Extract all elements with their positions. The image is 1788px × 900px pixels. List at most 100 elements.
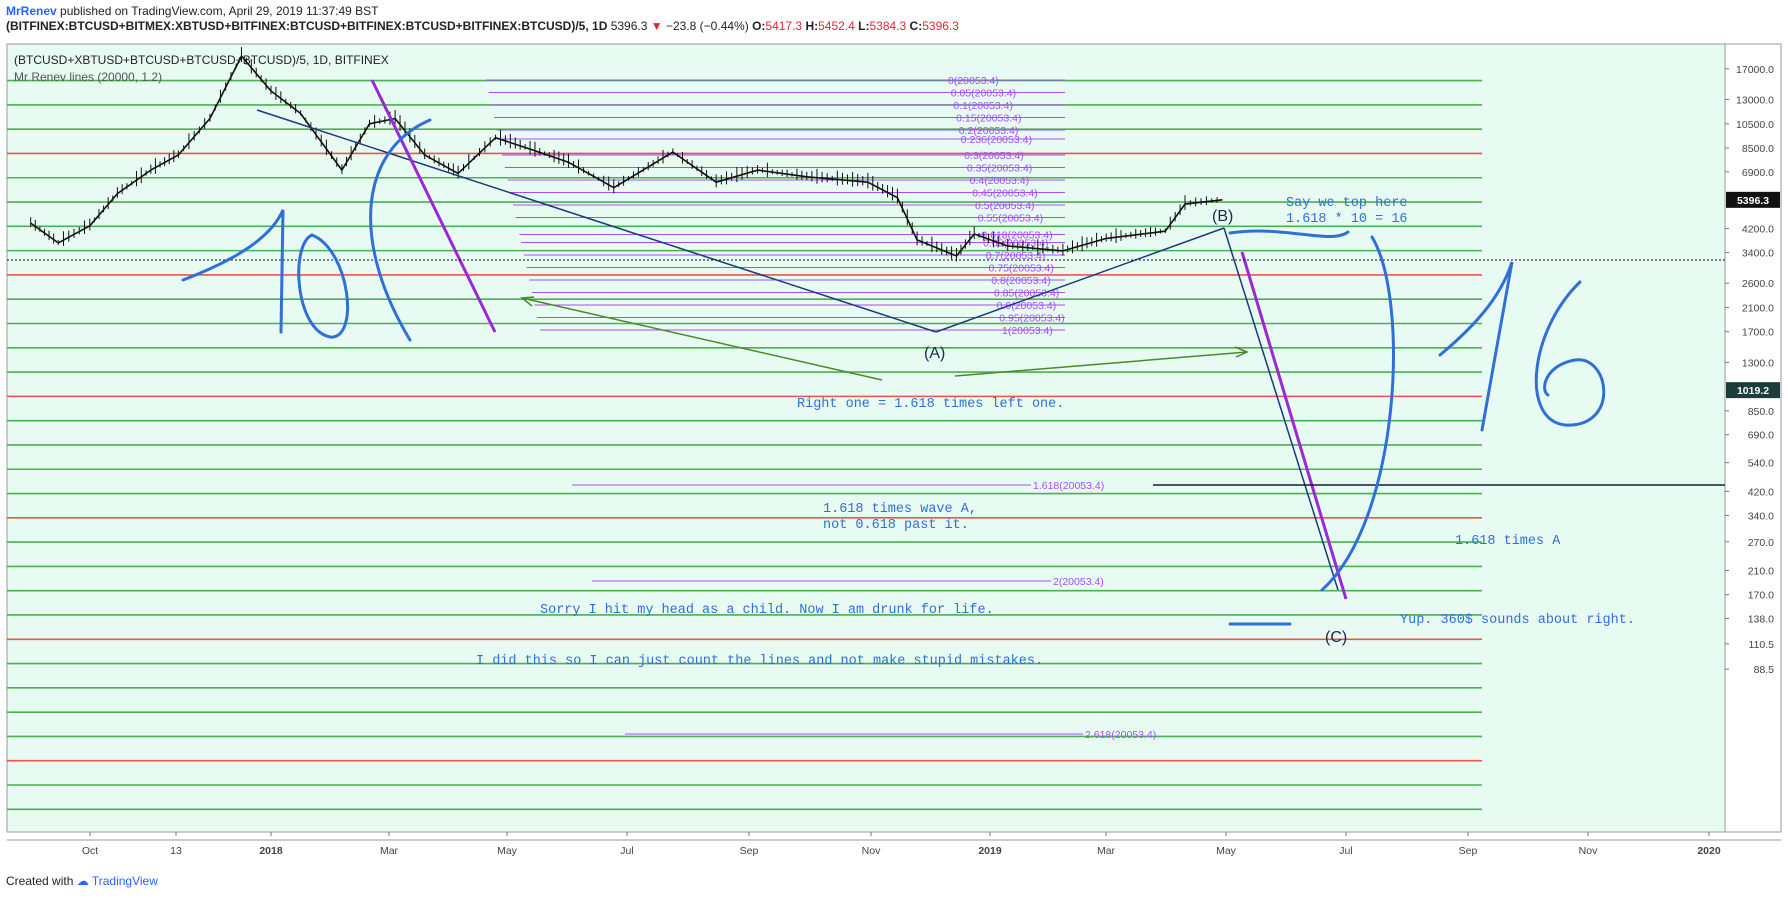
hand-drawn-one-large: [1438, 261, 1514, 432]
wave-label-c: (C): [1325, 629, 1347, 646]
hand-drawn-one: [181, 209, 285, 334]
fib-level-label: 0(20053.4): [948, 75, 999, 87]
price-tick-label: 1300.0: [1742, 357, 1774, 369]
fib-level-label: 0.2(20053.4): [959, 125, 1019, 137]
time-tick-label: Nov: [862, 845, 881, 857]
trendline-wave-a: [256, 109, 937, 333]
fib-level-label: 0.8(20053.4): [991, 275, 1051, 287]
last-price: 5396.3: [610, 19, 648, 33]
arrow-left-head-icon: [520, 296, 535, 307]
chart-title: (BTCUSD+XBTUSD+BTCUSD+BTCUSD+BTCUSD)/5, …: [14, 53, 389, 67]
annotation-not-past: not 0.618 past it.: [823, 518, 969, 533]
low-label: L:: [858, 19, 870, 33]
plot-background: [6, 43, 1726, 833]
price-tick-label: 850.0: [1748, 406, 1774, 418]
arrow-right-line: [954, 351, 1248, 377]
price-tick-label: 690.0: [1748, 430, 1774, 442]
price-axis: 17000.0 13000.0 10500.0 8500.0 6900.0 4200.0 3…: [1725, 64, 1780, 676]
fib-level-label: 0.618(20053.4): [981, 230, 1052, 242]
price-tick-label: 3400.0: [1742, 248, 1774, 260]
price-tick-label: 540.0: [1748, 458, 1774, 470]
fib-level-label: 2(20053.4): [1053, 576, 1104, 588]
fib-level-label: 0.1(20053.4): [953, 100, 1013, 112]
price-tick-label: 170.0: [1748, 590, 1774, 602]
fib-level-label: 0.75(20053.4): [989, 263, 1054, 275]
time-tick-label: Mar: [1097, 845, 1116, 857]
fib-level-label: 0.55(20053.4): [978, 213, 1043, 225]
fib-level-label: 0.5(20053.4): [975, 200, 1035, 212]
price-tick-label: 138.0: [1748, 613, 1774, 625]
publish-header: MrRenev published on TradingView.com, Ap…: [6, 4, 959, 34]
price-tick-label: 4200.0: [1742, 223, 1774, 235]
annotation-ratio: 1.618 * 10 = 16: [1286, 212, 1408, 227]
time-axis: Oct 13 2018 Mar May Jul Sep Nov 2019 Mar May Jul Sep…: [82, 832, 1721, 857]
open-value: 5417.3: [765, 19, 803, 33]
price-tick-label: 13000.0: [1736, 94, 1774, 106]
publish-line: MrRenev published on TradingView.com, Ap…: [6, 4, 959, 19]
high-label: H:: [805, 19, 819, 33]
price-series: [30, 47, 1223, 262]
price-tick-label: 340.0: [1748, 510, 1774, 522]
price-tick-label: 6900.0: [1742, 167, 1774, 179]
price-tick-label: 110.5: [1749, 639, 1775, 651]
arrow-right-head-icon: [1234, 346, 1249, 358]
fib-level-label: 0.85(20053.4): [994, 288, 1059, 300]
fib-level-label: 0.15(20053.4): [956, 113, 1021, 125]
time-tick-label: Mar: [380, 845, 399, 857]
fib-level-label: 0.35(20053.4): [967, 163, 1032, 175]
time-tick-label: May: [497, 845, 518, 857]
hand-drawn-bracket: [1228, 229, 1395, 626]
price-tick-label: 2600.0: [1742, 278, 1774, 290]
fib-level-label: 0.4(20053.4): [970, 175, 1030, 187]
magenta-line-right: [1240, 251, 1348, 600]
tradingview-link[interactable]: TradingView: [91, 874, 158, 888]
fib-level-label: 0.7(20053.4): [986, 250, 1046, 262]
time-tick-label: May: [1216, 845, 1237, 857]
price-tick-label: 1700.0: [1742, 327, 1774, 339]
hand-drawn-zero: [297, 233, 350, 339]
price-marker: [1726, 191, 1780, 208]
close-label: C:: [909, 19, 923, 33]
price-marker-label: 5396.3: [1737, 195, 1769, 207]
publish-info: published on TradingView.com, April 29, …: [60, 4, 379, 18]
time-tick-label: Sep: [740, 845, 759, 857]
price-marker-label: 1019.2: [1737, 385, 1769, 397]
price-tick-label: 10500.0: [1736, 119, 1774, 131]
annotation-360: Yup. 360$ sounds about right.: [1400, 613, 1635, 628]
low-value: 5384.3: [869, 19, 907, 33]
time-tick-label: 2020: [1697, 845, 1721, 857]
price-tick-label: 88.5: [1754, 664, 1775, 676]
annotation-top-here: Say we top here: [1286, 196, 1408, 211]
indicator-label: Mr Renev lines (20000, 1.2): [14, 70, 162, 84]
hand-drawn-paren-left: [369, 118, 432, 342]
fib-level-label: 1.618(20053.4): [1033, 480, 1104, 492]
down-arrow-icon: ▼: [650, 19, 663, 33]
price-tick-label: 2100.0: [1742, 303, 1774, 315]
price-marker: [1726, 382, 1780, 399]
fib-level-label: 0.3(20053.4): [964, 150, 1024, 162]
high-value: 5452.4: [818, 19, 855, 33]
price-tick-label: 270.0: [1748, 537, 1774, 549]
time-tick-label: 13: [170, 845, 182, 857]
hand-drawn-six: [1534, 280, 1606, 427]
wave-label-b: (B): [1212, 208, 1233, 225]
annotation-sorry: Sorry I hit my head as a child. Now I am…: [540, 603, 994, 618]
trendline-wave-c: [1223, 227, 1339, 591]
arrow-left-line: [521, 297, 883, 381]
annotation-wave-a: 1.618 times wave A,: [823, 502, 977, 517]
fib-level-label: 0.95(20053.4): [999, 313, 1064, 325]
magenta-line-left: [370, 79, 497, 333]
footer: Created with ☁ TradingView: [6, 874, 158, 888]
fib-level-label: 1(20053.4): [1002, 325, 1053, 337]
annotation-times-a: 1.618 times A: [1455, 534, 1561, 549]
author-link[interactable]: MrRenev: [6, 4, 57, 18]
price-tick-label: 210.0: [1748, 565, 1774, 577]
open-label: O:: [752, 19, 766, 33]
time-tick-label: Sep: [1459, 845, 1478, 857]
fib-level-label: 0.65(20053.4): [983, 238, 1048, 250]
time-tick-label: 2018: [259, 845, 283, 857]
time-tick-label: 2019: [978, 845, 1002, 857]
wave-label-a: (A): [924, 345, 945, 362]
